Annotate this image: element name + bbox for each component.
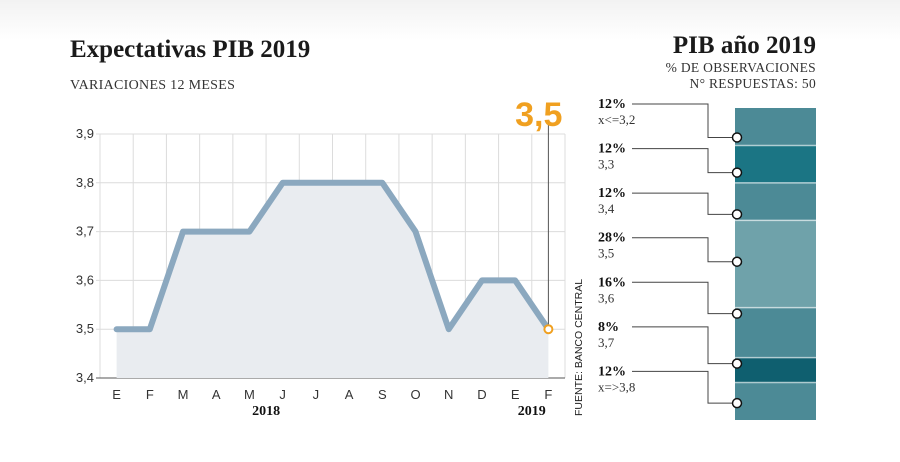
x-tick-label: A [345,387,354,402]
distribution-segment [735,307,816,358]
distribution-segment [735,220,816,308]
x-tick-label: M [244,387,255,402]
x-tick-label: F [146,387,154,402]
chart-title: Expectativas PIB 2019 [70,36,311,63]
data-point [180,229,186,235]
distribution-leader [632,192,737,215]
distribution-marker [731,167,743,178]
x-tick-label: F [544,387,552,402]
distribution-subtitle: % DE OBSERVACIONES [665,60,816,75]
data-point [246,229,252,235]
y-tick-label: 3,6 [76,272,94,287]
distribution-segment [735,382,816,420]
x-tick-label: S [378,387,387,402]
y-tick-label: 3,9 [76,126,94,141]
distribution-percent: 12% [598,186,626,201]
distribution-leader [632,370,737,404]
data-point [114,326,120,332]
distribution-percent: 12% [598,364,626,379]
distribution-category: x<=3,2 [598,112,635,127]
distribution-title: PIB año 2019 [672,32,816,59]
distribution-leader [632,281,737,315]
x-tick-label: A [212,387,221,402]
distribution-percent: 16% [598,275,626,290]
distribution-category: 3,5 [598,246,614,261]
distribution-marker [731,308,743,319]
x-tick-label: N [444,387,453,402]
x-tick-label: O [410,387,420,402]
x-tick-label: M [178,387,189,402]
distribution-category: 3,4 [598,201,615,216]
distribution-segment [735,182,816,221]
distribution-segment [735,145,816,183]
data-point [213,229,219,235]
distribution-marker [731,209,743,220]
distribution-responses: N° RESPUESTAS: 50 [689,76,816,91]
y-tick-label: 3,5 [76,321,94,336]
distribution-percent: 8% [598,320,619,335]
callout-value: 3,5 [515,96,562,134]
data-point [313,180,319,186]
distribution-percent: 12% [598,142,626,157]
distribution-segment [735,357,816,383]
data-point [346,180,352,186]
data-point [413,229,419,235]
distribution-leader [632,326,737,365]
distribution-category: 3,3 [598,157,614,172]
distribution-marker [731,397,743,409]
distribution-category: x=>3,8 [598,379,635,394]
distribution-leader [632,103,737,138]
year-label: 2019 [518,404,546,419]
x-tick-label: D [477,387,486,402]
x-tick-label: E [511,387,520,402]
distribution-percent: 12% [598,97,626,112]
x-tick-label: J [279,387,286,402]
data-point [512,277,518,283]
distribution-leader [632,148,737,174]
distribution-category: 3,6 [598,290,615,305]
y-tick-label: 3,4 [76,370,94,385]
distribution-percent: 28% [598,231,626,246]
distribution-marker [731,256,743,267]
distribution-leader [632,237,737,263]
data-point [147,326,153,332]
distribution-marker [731,358,743,369]
series-line [113,179,552,333]
y-tick-label: 3,8 [76,175,94,190]
year-label: 2018 [252,404,280,419]
data-point [479,277,485,283]
chart-subtitle: VARIACIONES 12 MESES [70,78,236,93]
source-note: FUENTE: BANCO CENTRAL [573,279,585,416]
distribution-category: 3,7 [598,335,615,350]
data-point [446,326,452,332]
data-point [280,180,286,186]
x-tick-label: J [313,387,320,402]
distribution-marker [731,132,743,143]
data-point [543,324,554,335]
y-tick-label: 3,7 [76,224,94,239]
x-tick-label: E [112,387,121,402]
data-point [379,180,385,186]
distribution-segment [735,108,816,146]
